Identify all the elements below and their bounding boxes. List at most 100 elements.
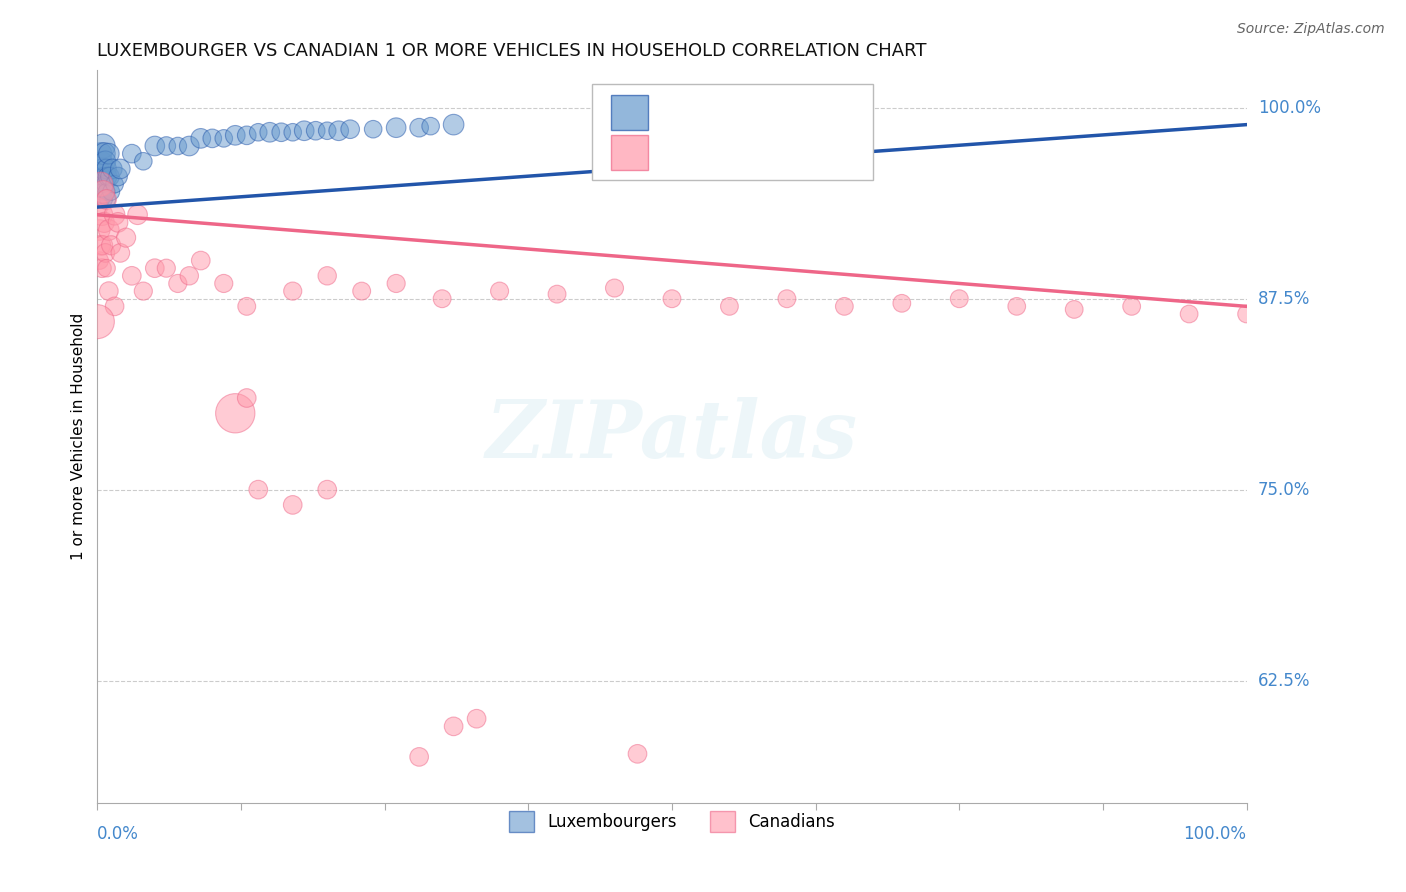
Point <box>132 284 155 298</box>
Point <box>626 747 648 761</box>
Point <box>91 208 114 222</box>
Point <box>718 299 741 313</box>
Text: R =: R = <box>661 103 692 122</box>
Point <box>86 315 108 329</box>
Point <box>224 128 246 143</box>
Point <box>385 277 408 291</box>
Point <box>488 284 510 298</box>
Point <box>224 406 246 420</box>
Point <box>97 223 120 237</box>
Point <box>292 124 315 138</box>
Point <box>1236 307 1258 321</box>
Point <box>98 169 121 184</box>
Point <box>94 154 117 169</box>
Point <box>235 128 257 143</box>
Point <box>91 193 114 207</box>
Point <box>430 292 453 306</box>
Text: -0.070: -0.070 <box>700 144 765 161</box>
Point <box>89 161 111 176</box>
Point <box>90 146 112 161</box>
Point <box>93 146 115 161</box>
Point <box>1005 299 1028 313</box>
Point <box>1063 302 1085 317</box>
Point <box>546 287 568 301</box>
Text: R =: R = <box>661 144 692 161</box>
Point <box>316 483 339 497</box>
Point <box>91 185 114 199</box>
Point <box>350 284 373 298</box>
Point <box>190 253 212 268</box>
Point <box>110 161 132 176</box>
Point <box>661 292 683 306</box>
Point <box>385 120 408 135</box>
Text: 0.0%: 0.0% <box>97 825 139 843</box>
Point <box>143 261 166 276</box>
Point <box>259 125 281 139</box>
Text: N =: N = <box>763 103 796 122</box>
Point <box>96 185 118 199</box>
Point <box>1178 307 1201 321</box>
Point <box>96 193 118 207</box>
Point <box>235 391 257 405</box>
Point <box>212 131 235 145</box>
Point <box>97 193 120 207</box>
Point <box>212 277 235 291</box>
Point <box>247 483 270 497</box>
Point <box>91 154 114 169</box>
Point <box>328 124 350 138</box>
Point <box>107 215 129 229</box>
Point <box>91 177 114 191</box>
Point <box>419 119 441 133</box>
Point <box>110 246 132 260</box>
Point <box>91 185 114 199</box>
Point <box>91 139 114 153</box>
Point <box>776 292 799 306</box>
Point <box>166 139 188 153</box>
Point <box>87 200 110 214</box>
Y-axis label: 1 or more Vehicles in Household: 1 or more Vehicles in Household <box>72 312 86 560</box>
Point <box>166 277 188 291</box>
Point <box>96 261 118 276</box>
Point <box>305 124 328 138</box>
Point <box>143 139 166 153</box>
Point <box>89 185 111 199</box>
Point <box>93 169 115 184</box>
Point <box>121 268 143 283</box>
Point <box>97 169 120 184</box>
Point <box>443 118 465 132</box>
Point <box>465 712 488 726</box>
Text: N =: N = <box>763 144 796 161</box>
Point <box>155 261 177 276</box>
Text: 100.0%: 100.0% <box>1184 825 1247 843</box>
Point <box>91 261 114 276</box>
Point <box>127 208 149 222</box>
Point <box>91 161 114 176</box>
Point <box>270 125 292 139</box>
Point <box>94 177 117 191</box>
Point <box>96 161 118 176</box>
Point <box>361 122 384 136</box>
Point <box>104 299 127 313</box>
Point <box>316 124 339 138</box>
Point <box>316 268 339 283</box>
FancyBboxPatch shape <box>612 135 648 170</box>
Point <box>93 193 115 207</box>
Text: 87.5%: 87.5% <box>1258 290 1310 308</box>
Point <box>87 169 110 184</box>
Point <box>97 146 120 161</box>
Text: 0.426: 0.426 <box>700 103 758 122</box>
Point <box>89 223 111 237</box>
Text: 100.0%: 100.0% <box>1258 99 1320 117</box>
Point <box>834 299 856 313</box>
Point <box>100 185 122 199</box>
Point <box>104 177 127 191</box>
Point <box>97 284 120 298</box>
Point <box>247 125 270 139</box>
FancyBboxPatch shape <box>612 95 648 130</box>
Point <box>155 139 177 153</box>
Point <box>1121 299 1143 313</box>
Text: LUXEMBOURGER VS CANADIAN 1 OR MORE VEHICLES IN HOUSEHOLD CORRELATION CHART: LUXEMBOURGER VS CANADIAN 1 OR MORE VEHIC… <box>97 42 927 60</box>
Point <box>190 131 212 145</box>
Point <box>948 292 970 306</box>
Text: 62.5%: 62.5% <box>1258 672 1310 690</box>
